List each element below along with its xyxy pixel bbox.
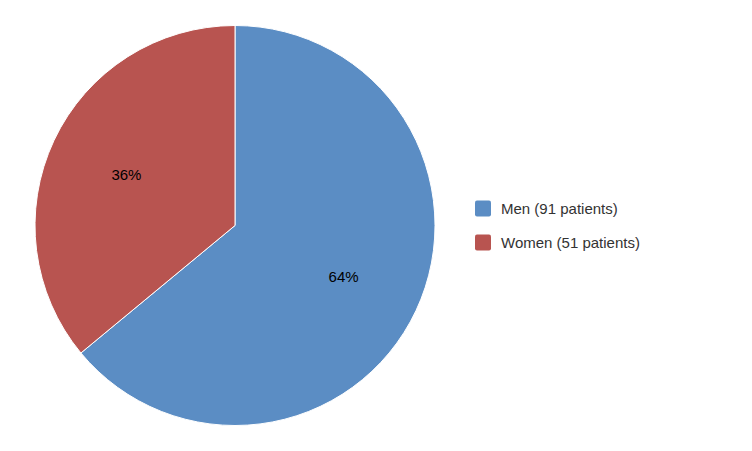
legend-label: Men (91 patients) — [501, 200, 618, 217]
pie-slice — [35, 26, 235, 353]
legend-swatch — [475, 201, 491, 217]
chart-svg: 64% 36% Men (91 patients) Women (51 patient… — [0, 0, 752, 451]
data-label: 36% — [111, 166, 141, 183]
legend: Men (91 patients) Women (51 patients) — [475, 200, 640, 251]
data-labels: 64% 36% — [111, 166, 358, 285]
legend-swatch — [475, 235, 491, 251]
data-label: 64% — [329, 268, 359, 285]
background — [0, 0, 752, 451]
slices — [35, 26, 435, 426]
legend-label: Women (51 patients) — [501, 234, 640, 251]
chart-container: 64% 36% Men (91 patients) Women (51 patient… — [0, 0, 752, 451]
